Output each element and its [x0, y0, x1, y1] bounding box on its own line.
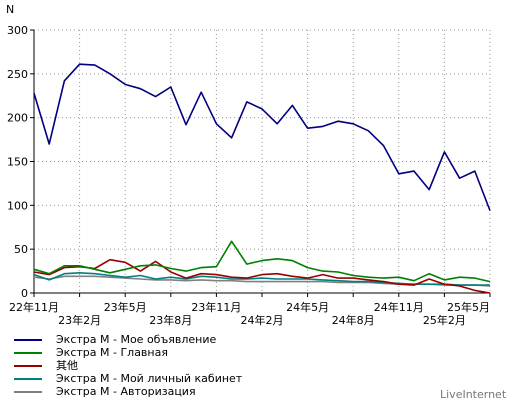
legend-label: 其他 [56, 359, 78, 372]
x-tick-label: 23年8月 [149, 313, 192, 327]
legend-item[interactable]: Экстра М - Авторизация [14, 385, 242, 398]
x-tick-label: 23年2月 [58, 313, 101, 327]
chart-legend: Экстра М - Мое объявление Экстра М - Гла… [14, 333, 242, 398]
legend-item[interactable]: Экстра М - Главная [14, 346, 242, 359]
legend-swatch [14, 390, 42, 393]
x-tick-label: 23年11月 [191, 300, 241, 314]
y-tick-label: 150 [7, 156, 28, 169]
x-tick-label: 24年11月 [374, 300, 424, 314]
legend-label: Экстра М - Мое объявление [56, 333, 217, 346]
x-tick-label: 24年2月 [241, 313, 284, 327]
x-tick-label: 25年5月 [447, 300, 490, 314]
x-tick-label: 25年2月 [423, 313, 466, 327]
series-line [33, 240, 491, 283]
series-line [33, 271, 490, 286]
y-axis-unit-label: N [6, 3, 15, 16]
series-line [33, 63, 491, 211]
line-chart: 05010015020025030022年11月23年2月23年5月23年8月2… [7, 24, 491, 327]
legend-item[interactable]: Экстра М - Мой личный кабинет [14, 372, 242, 385]
y-tick-label: 200 [7, 112, 28, 125]
y-tick-label: 100 [7, 199, 28, 212]
legend-swatch [14, 338, 42, 341]
legend-swatch [14, 377, 42, 380]
x-tick-label: 23年5月 [104, 300, 147, 314]
y-tick-label: 50 [14, 243, 28, 256]
x-tick-label: 24年5月 [286, 300, 329, 314]
y-tick-label: 300 [7, 24, 28, 37]
legend-label: Экстра М - Главная [56, 346, 168, 359]
legend-item[interactable]: 其他 [14, 359, 242, 372]
legend-label: Экстра М - Мой личный кабинет [56, 372, 243, 385]
legend-swatch [14, 351, 42, 354]
series-line [33, 258, 491, 294]
legend-item[interactable]: Экстра М - Мое объявление [14, 333, 242, 346]
x-tick-label: 24年8月 [332, 313, 375, 327]
y-tick-label: 0 [21, 287, 28, 300]
x-tick-label: 22年11月 [9, 300, 59, 314]
legend-swatch [14, 364, 42, 367]
brand-label[interactable]: LiveInternet [440, 388, 507, 401]
y-tick-label: 250 [7, 68, 28, 81]
legend-label: Экстра М - Авторизация [56, 385, 196, 398]
